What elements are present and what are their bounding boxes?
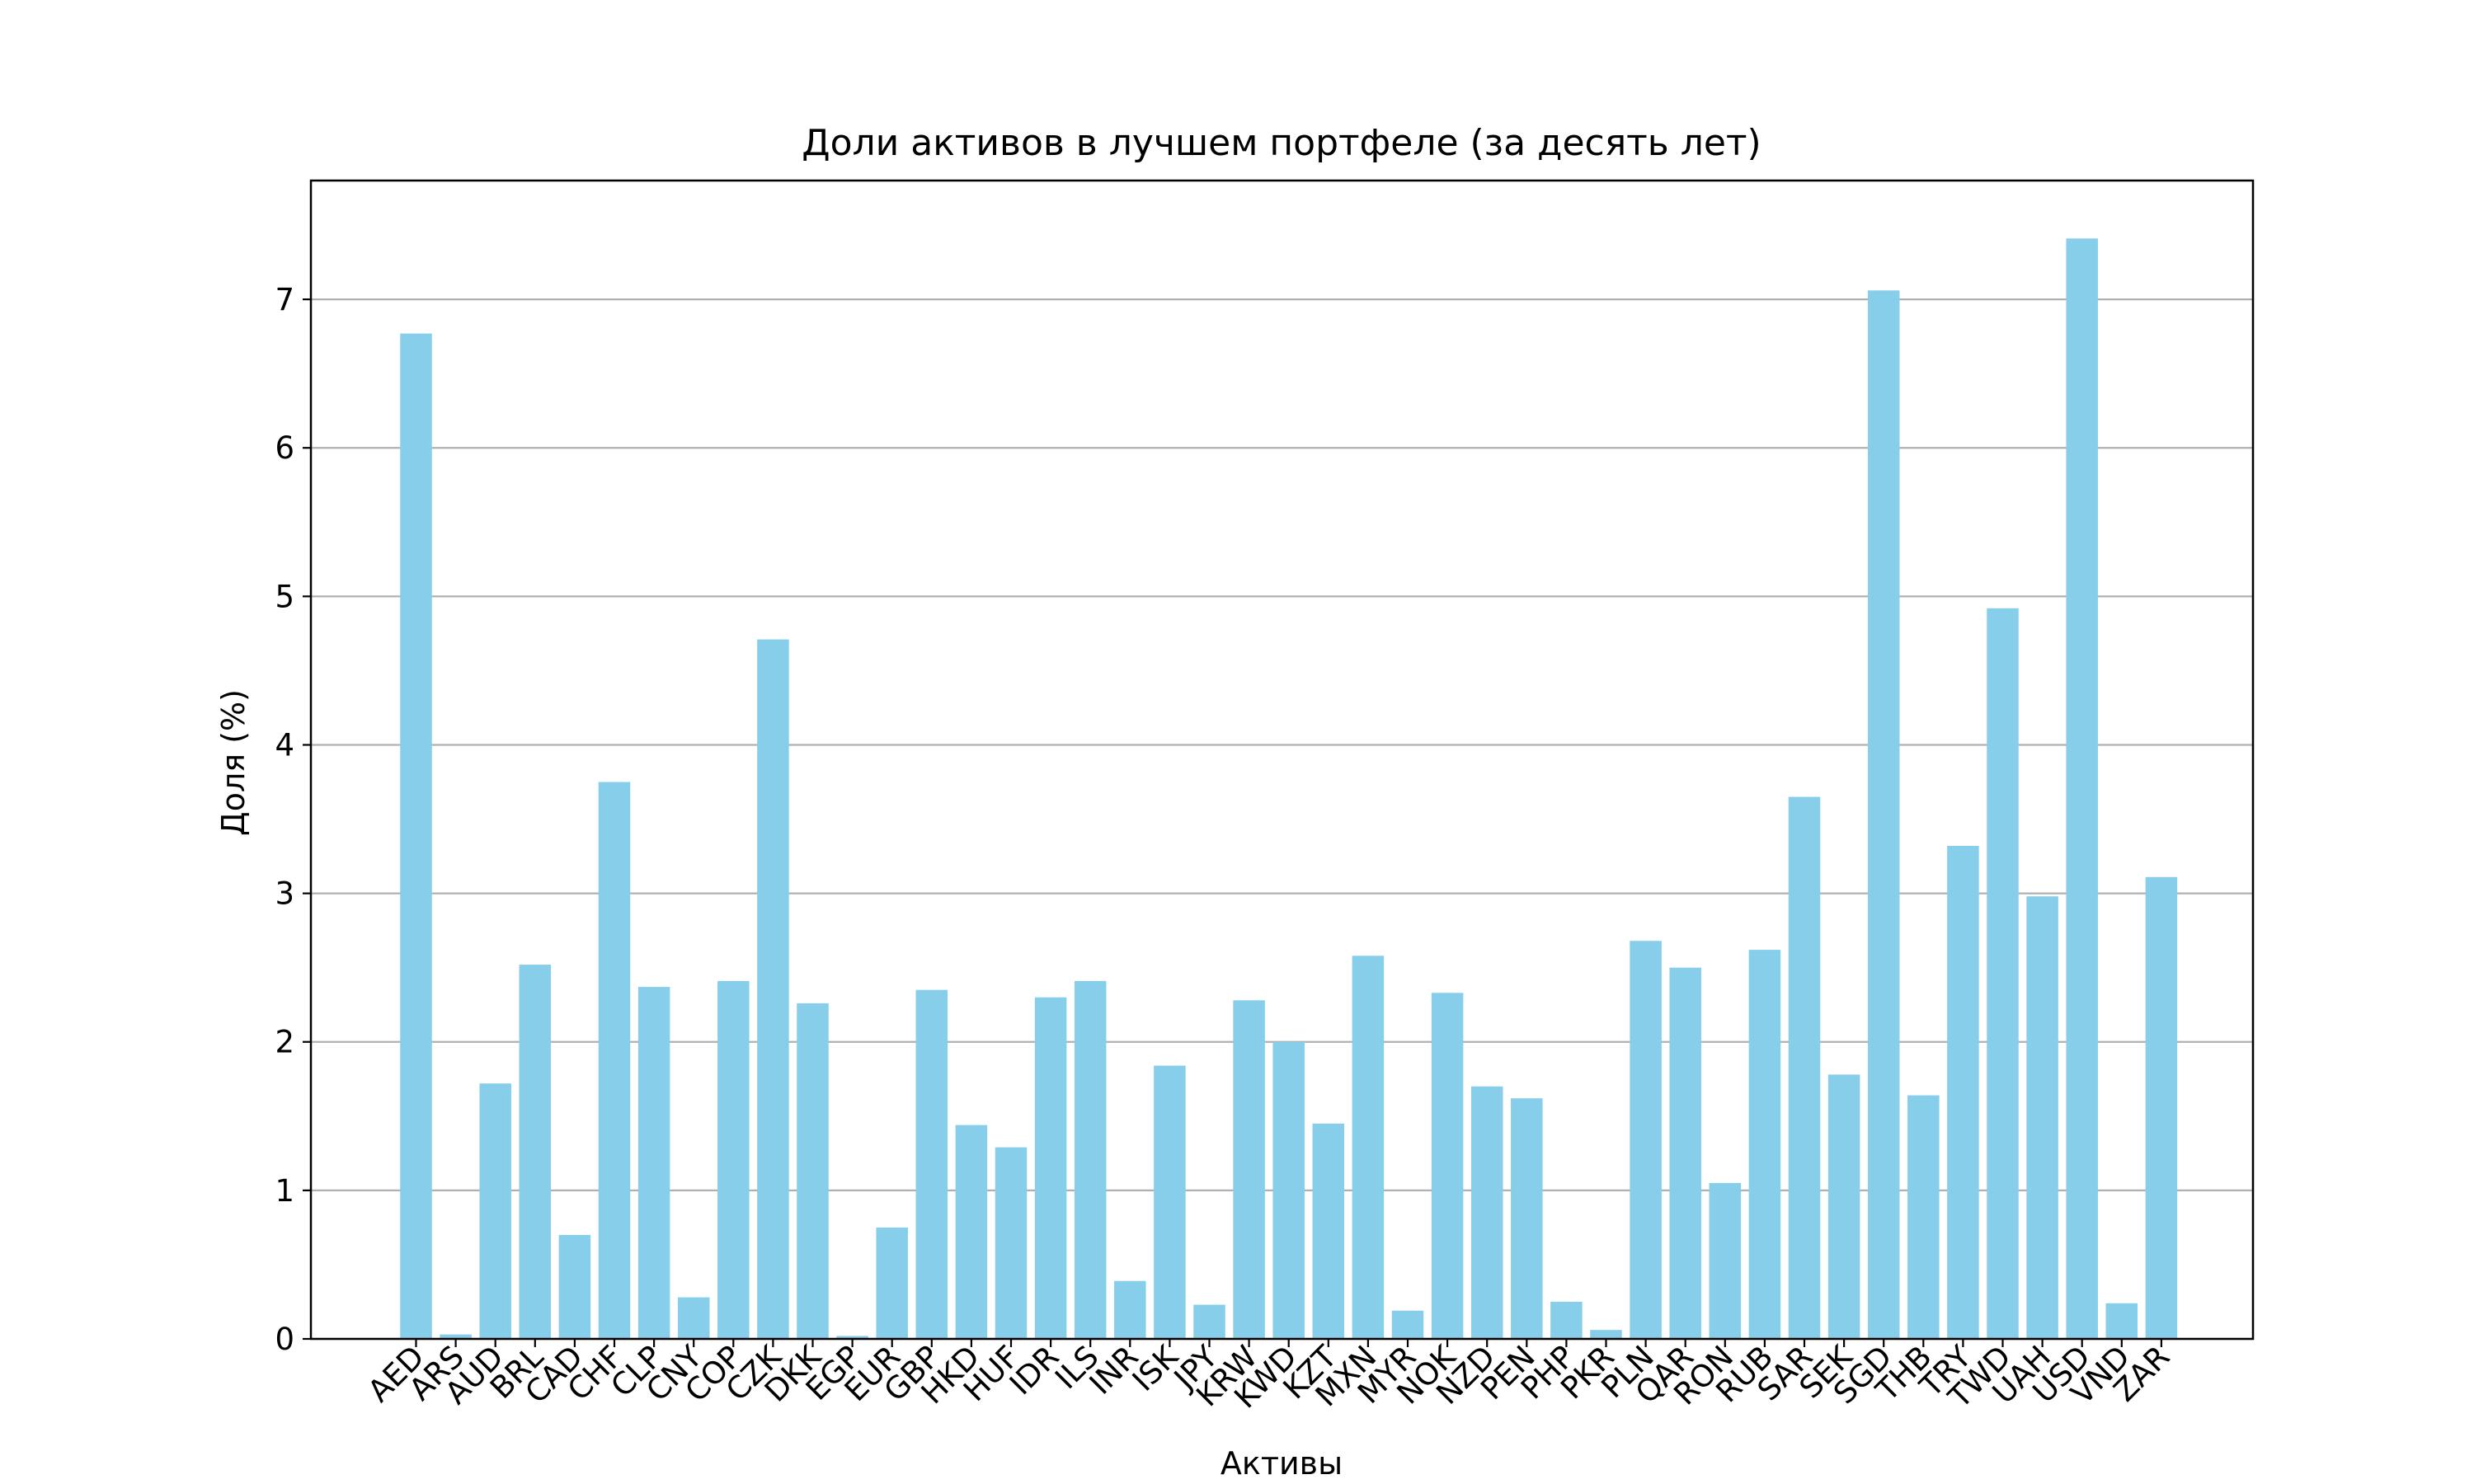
bar-clp	[637, 987, 670, 1339]
bar-uah	[2026, 896, 2058, 1339]
y-tick-label-7: 7	[275, 282, 294, 317]
bar-cny	[677, 1297, 710, 1339]
bar-kwd	[1272, 1041, 1305, 1339]
bar-php	[1550, 1301, 1583, 1339]
bar-mxn	[1352, 956, 1385, 1339]
bar-cop	[717, 980, 750, 1339]
bar-czk	[757, 639, 789, 1339]
bar-idr	[1034, 997, 1067, 1339]
bar-pkr	[1590, 1330, 1622, 1339]
bar-aed	[400, 333, 432, 1340]
bar-jpy	[1193, 1304, 1225, 1339]
bar-dkk	[797, 1003, 829, 1339]
bar-chf	[598, 782, 631, 1339]
bar-aud	[479, 1083, 511, 1339]
y-tick-label-5: 5	[275, 579, 294, 614]
bar-sek	[1827, 1074, 1860, 1339]
bar-isk	[1154, 1065, 1186, 1339]
bar-twd	[1987, 608, 2019, 1339]
bar-try	[1947, 845, 1979, 1339]
bar-myr	[1391, 1310, 1424, 1339]
y-axis-ticks: 0 1 2 3 4 5 6 7	[275, 282, 311, 1357]
bar-sar	[1788, 796, 1821, 1339]
y-tick-label-6: 6	[275, 430, 294, 466]
y-axis-label: Доля (%)	[215, 689, 252, 836]
bar-ars	[440, 1334, 472, 1339]
bar-qar	[1669, 967, 1701, 1339]
bar-inr	[1114, 1280, 1146, 1339]
y-tick-label-0: 0	[275, 1322, 294, 1357]
chart-title: Доли активов в лучшем портфеле (за десят…	[802, 122, 1761, 164]
y-tick-label-3: 3	[275, 876, 294, 912]
bar-usd	[2066, 238, 2098, 1339]
bar-nok	[1431, 993, 1464, 1339]
bar-kzt	[1312, 1123, 1345, 1339]
bar-thb	[1907, 1095, 1940, 1339]
bar-ils	[1074, 980, 1107, 1339]
bar-hkd	[955, 1125, 988, 1339]
x-axis-label: Активы	[1221, 1445, 1343, 1482]
x-axis-ticks: AEDARSAUDBRLCADCHFCLPCNYCOPCZKDKKEGPEURG…	[361, 1338, 2176, 1416]
bar-nzd	[1470, 1086, 1503, 1339]
bars	[400, 238, 2178, 1340]
bar-gbp	[915, 989, 948, 1339]
bar-sgd	[1867, 290, 1900, 1339]
y-tick-label-1: 1	[275, 1173, 294, 1209]
bar-rub	[1748, 950, 1781, 1339]
bar-eur	[876, 1227, 908, 1339]
bar-zar	[2145, 876, 2178, 1339]
bar-pln	[1630, 941, 1662, 1339]
bar-brl	[519, 965, 552, 1339]
bar-krw	[1233, 1000, 1265, 1339]
bar-ron	[1709, 1182, 1742, 1339]
bar-egp	[836, 1336, 868, 1339]
bar-vnd	[2105, 1303, 2138, 1339]
bar-pen	[1511, 1098, 1543, 1339]
plot-frame	[309, 179, 2255, 1341]
bar-huf	[995, 1147, 1028, 1339]
y-tick-label-2: 2	[275, 1025, 294, 1060]
bar-cad	[558, 1234, 591, 1339]
y-tick-label-4: 4	[275, 727, 294, 763]
